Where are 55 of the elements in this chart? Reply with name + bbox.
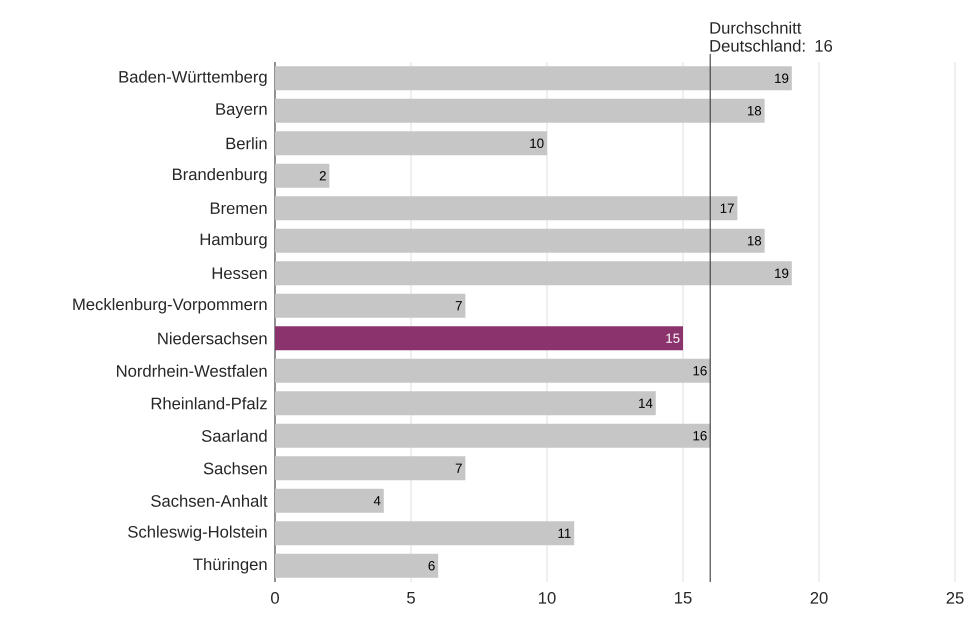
- x-tick-label: 10: [539, 592, 556, 604]
- y-tick-label: Bayern: [216, 103, 267, 118]
- y-tick-label: Sachsen: [204, 462, 267, 474]
- data-label: 14: [639, 398, 652, 408]
- bar: [275, 261, 792, 286]
- y-tick-label: Baden-Württemberg: [119, 70, 267, 86]
- y-tick-label: Mecklenburg-Vorpommern: [73, 298, 267, 314]
- y-tick-label: Schleswig-Holstein: [128, 526, 267, 541]
- bar: [275, 521, 574, 546]
- y-tick-label: Saarland: [202, 430, 267, 442]
- data-label: 11: [558, 528, 571, 538]
- data-label: 10: [530, 138, 544, 148]
- x-tick-label: 5: [407, 592, 415, 604]
- y-tick-label: Sachsen-Anhalt: [151, 494, 268, 507]
- bar: [275, 326, 684, 350]
- bar: [275, 98, 765, 123]
- bar: [275, 358, 710, 383]
- data-label: 7: [456, 301, 462, 310]
- x-tick-label: 20: [810, 592, 828, 604]
- y-tick-label: Hamburg: [200, 233, 267, 248]
- bar: [275, 424, 710, 448]
- x-tick-label: 25: [946, 592, 964, 604]
- y-tick-label: Brandenburg: [172, 168, 267, 184]
- data-label: 4: [374, 496, 380, 506]
- data-label: 19: [775, 268, 788, 278]
- bar: [275, 66, 792, 90]
- x-tick-label: 15: [675, 592, 692, 604]
- y-tick-label: Thüringen: [193, 558, 267, 574]
- x-tick-label: 0: [271, 592, 279, 604]
- y-tick-label: Nordrhein-Westfalen: [117, 364, 267, 377]
- data-label: 18: [748, 106, 762, 116]
- bar: [275, 196, 738, 220]
- y-tick-label: Berlin: [226, 137, 267, 150]
- bar: [275, 131, 548, 156]
- data-label: 17: [720, 204, 734, 213]
- y-tick-label: Hessen: [212, 267, 267, 280]
- bar: [275, 488, 384, 513]
- y-tick-label: Niedersachsen: [158, 332, 267, 344]
- bar: [275, 164, 330, 188]
- data-label: 18: [748, 236, 762, 246]
- data-label: 16: [694, 366, 707, 376]
- bar: [275, 391, 656, 416]
- bar: [275, 294, 466, 318]
- data-label: 16: [694, 431, 707, 440]
- y-tick-label: Bremen: [210, 202, 267, 214]
- data-label: 7: [456, 464, 462, 473]
- bar: [275, 554, 438, 578]
- data-label: 15: [666, 334, 680, 343]
- data-label: 19: [775, 74, 788, 83]
- data-label: 6: [428, 561, 435, 570]
- bar: [275, 228, 765, 253]
- bar: [275, 456, 466, 480]
- y-tick-label: Rheinland-Pfalz: [152, 397, 267, 410]
- data-label: 2: [320, 171, 326, 180]
- ref-line-label: Durchschnitt Deutschland: 16: [710, 22, 832, 52]
